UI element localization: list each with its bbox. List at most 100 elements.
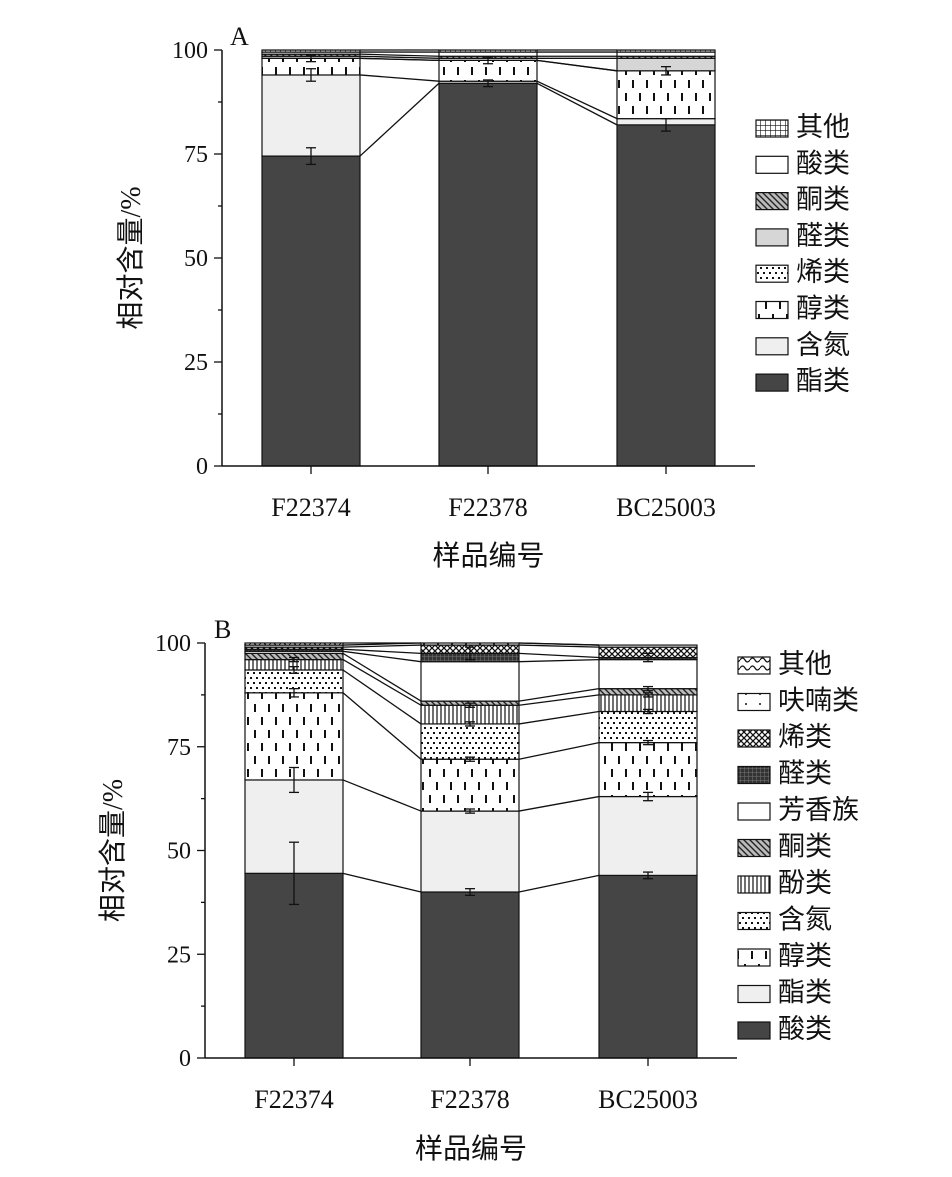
panel-label: A — [230, 22, 249, 51]
bar-segment-醇类-BC25003 — [598, 741, 698, 798]
connector-line — [342, 652, 422, 702]
legend-swatch — [755, 155, 789, 174]
y-axis-label: 相对含量/% — [115, 186, 147, 329]
panel-label: B — [214, 615, 231, 644]
connector-line — [342, 779, 422, 812]
y-tick-label: 100 — [155, 631, 191, 657]
connector-line — [518, 795, 600, 812]
bar-segment-酯类-F22378 — [420, 810, 520, 893]
connector-line — [342, 669, 422, 725]
bar-segment-醇类-F22378 — [420, 758, 520, 812]
legend-swatch — [755, 373, 789, 392]
y-tick-label: 50 — [184, 246, 208, 272]
x-tick-label: F22378 — [430, 1085, 509, 1114]
bar-segment-酸类-F22378 — [420, 891, 520, 1059]
y-tick-label: 50 — [167, 839, 191, 865]
bar-segment-含氮-F22374 — [261, 74, 361, 157]
connector-line — [359, 82, 440, 157]
legend-swatch — [755, 264, 789, 283]
legend-swatch — [737, 802, 771, 821]
legend-swatch — [737, 692, 771, 712]
bar-segment-其他-F22374 — [244, 642, 344, 646]
connector-line — [518, 710, 600, 725]
bar-segment-含氮-BC25003 — [598, 710, 698, 744]
legend-swatch — [737, 838, 771, 858]
bar-segment-芳香族-BC25003 — [598, 658, 698, 690]
chart-panels: 0 25 50 75 100 F22374 F22378 BC25003 样品编号 相对含量/% A… — [97, 22, 859, 1165]
y-tick-label: 25 — [184, 350, 208, 376]
legend-label: 酮类 — [778, 832, 832, 862]
x-tick-label: F22374 — [254, 1085, 333, 1114]
legend-label: 酯类 — [796, 366, 850, 396]
y-tick-label: 75 — [184, 142, 208, 168]
legend-label: 烯类 — [778, 722, 832, 752]
y-tick-label: 25 — [167, 942, 191, 968]
bar-segment-醇类-F22374 — [244, 692, 344, 781]
connector-line — [518, 741, 600, 760]
connector-line — [342, 692, 422, 760]
bar-segment-呋喃类-F22378 — [420, 642, 520, 646]
bar-segment-呋喃类-BC25003 — [598, 644, 698, 648]
legend-swatch — [755, 192, 789, 211]
legend-label: 醇类 — [778, 941, 832, 971]
legend-label: 呋喃类 — [778, 686, 859, 716]
connector-line — [342, 648, 422, 655]
bar-segment-其他-F22374 — [261, 49, 361, 53]
legend-swatch — [737, 984, 771, 1004]
bar-segment-酯类-BC25003 — [598, 795, 698, 876]
x-tick-label: F22374 — [271, 493, 350, 522]
connector-line — [518, 874, 600, 893]
bar-segment-其他-F22378 — [438, 49, 538, 53]
legend-swatch — [737, 948, 771, 967]
bar-segment-其他-BC25003 — [616, 49, 716, 53]
legend-label: 其他 — [778, 649, 832, 679]
legend-swatch — [737, 729, 771, 748]
legend-label: 醛类 — [778, 759, 832, 789]
bar-segment-醇类-BC25003 — [616, 70, 716, 120]
bar-segment-酯类-F22374 — [261, 155, 361, 467]
chart-panel-A: 0 25 50 75 100 F22374 F22378 BC25003 样品编号 相对含量/% A… — [115, 22, 850, 572]
bar-segment-酸类-F22378 — [438, 51, 538, 57]
legend-label: 烯类 — [796, 257, 850, 287]
legend-swatch — [755, 119, 789, 138]
legend-swatch — [737, 911, 771, 931]
legend-swatch — [737, 1021, 771, 1040]
connector-line — [342, 644, 422, 648]
bar-segment-酸类-BC25003 — [598, 874, 698, 1059]
legend-label: 酚类 — [778, 868, 832, 898]
connector-line — [342, 872, 422, 893]
legend-label: 酯类 — [778, 978, 832, 1008]
bar-segment-酸类-BC25003 — [616, 51, 716, 57]
connector-line — [518, 658, 600, 663]
legend-swatch — [737, 656, 771, 675]
legend-swatch — [755, 300, 789, 320]
bar-segment-酯类-F22378 — [438, 82, 538, 467]
legend-label: 酸类 — [796, 148, 850, 178]
x-tick-label: F22378 — [448, 493, 527, 522]
bar-segment-酯类-BC25003 — [616, 124, 716, 467]
connector-line — [518, 644, 600, 648]
legend-label: 含氮 — [778, 905, 832, 935]
legend-swatch — [755, 337, 789, 356]
legend-swatch — [737, 875, 771, 894]
x-tick-label: BC25003 — [598, 1085, 698, 1114]
x-axis-label: 样品编号 — [415, 1133, 527, 1165]
connector-line — [359, 55, 440, 59]
bar-segment-酚类-F22378 — [420, 704, 520, 725]
chart-panel-B: 0 25 50 75 100 F22374 F22378 BC25003 样品编号 相对含量/% B… — [97, 615, 859, 1165]
bar-segment-含氮-F22378 — [420, 723, 520, 760]
connector-line — [359, 74, 440, 82]
legend-swatch — [755, 228, 789, 247]
y-axis-label: 相对含量/% — [97, 779, 129, 922]
y-tick-label: 0 — [196, 454, 208, 480]
connector-line — [518, 688, 600, 702]
y-tick-label: 0 — [179, 1046, 191, 1072]
legend-swatch — [737, 765, 771, 785]
legend-label: 酮类 — [796, 185, 850, 215]
y-tick-label: 100 — [172, 38, 208, 64]
connector-line — [518, 642, 600, 646]
legend-label: 其他 — [796, 112, 850, 142]
connector-line — [536, 82, 618, 126]
legend-label: 醛类 — [796, 221, 850, 251]
